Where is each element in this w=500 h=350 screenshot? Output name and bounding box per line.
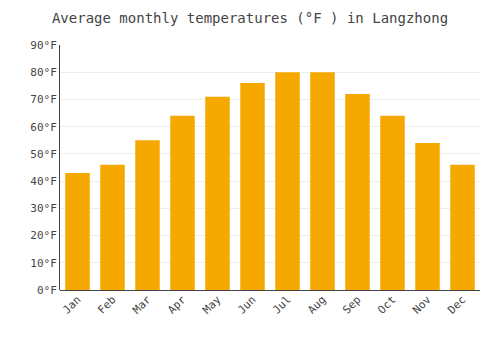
svg-text:70°F: 70°F xyxy=(30,93,57,106)
svg-text:0°F: 0°F xyxy=(37,284,57,297)
svg-text:Oct: Oct xyxy=(375,293,398,316)
svg-text:Dec: Dec xyxy=(445,293,468,316)
svg-text:Aug: Aug xyxy=(305,293,328,316)
svg-text:Mar: Mar xyxy=(130,293,154,317)
svg-text:Average monthly temperatures (: Average monthly temperatures (°F ) in La… xyxy=(52,10,448,26)
svg-text:40°F: 40°F xyxy=(30,175,57,188)
svg-text:Jul: Jul xyxy=(270,293,293,316)
svg-text:Jan: Jan xyxy=(60,293,83,316)
svg-text:80°F: 80°F xyxy=(30,66,57,79)
svg-text:Apr: Apr xyxy=(165,293,189,317)
svg-text:Nov: Nov xyxy=(410,293,434,317)
svg-text:30°F: 30°F xyxy=(30,202,57,215)
svg-text:May: May xyxy=(200,293,224,317)
svg-text:Jun: Jun xyxy=(235,293,258,316)
svg-text:60°F: 60°F xyxy=(30,121,57,134)
svg-text:50°F: 50°F xyxy=(30,148,57,161)
svg-text:90°F: 90°F xyxy=(30,39,57,52)
svg-text:20°F: 20°F xyxy=(30,229,57,242)
svg-text:10°F: 10°F xyxy=(30,257,57,270)
svg-text:Feb: Feb xyxy=(95,293,118,316)
svg-text:Sep: Sep xyxy=(340,293,363,316)
